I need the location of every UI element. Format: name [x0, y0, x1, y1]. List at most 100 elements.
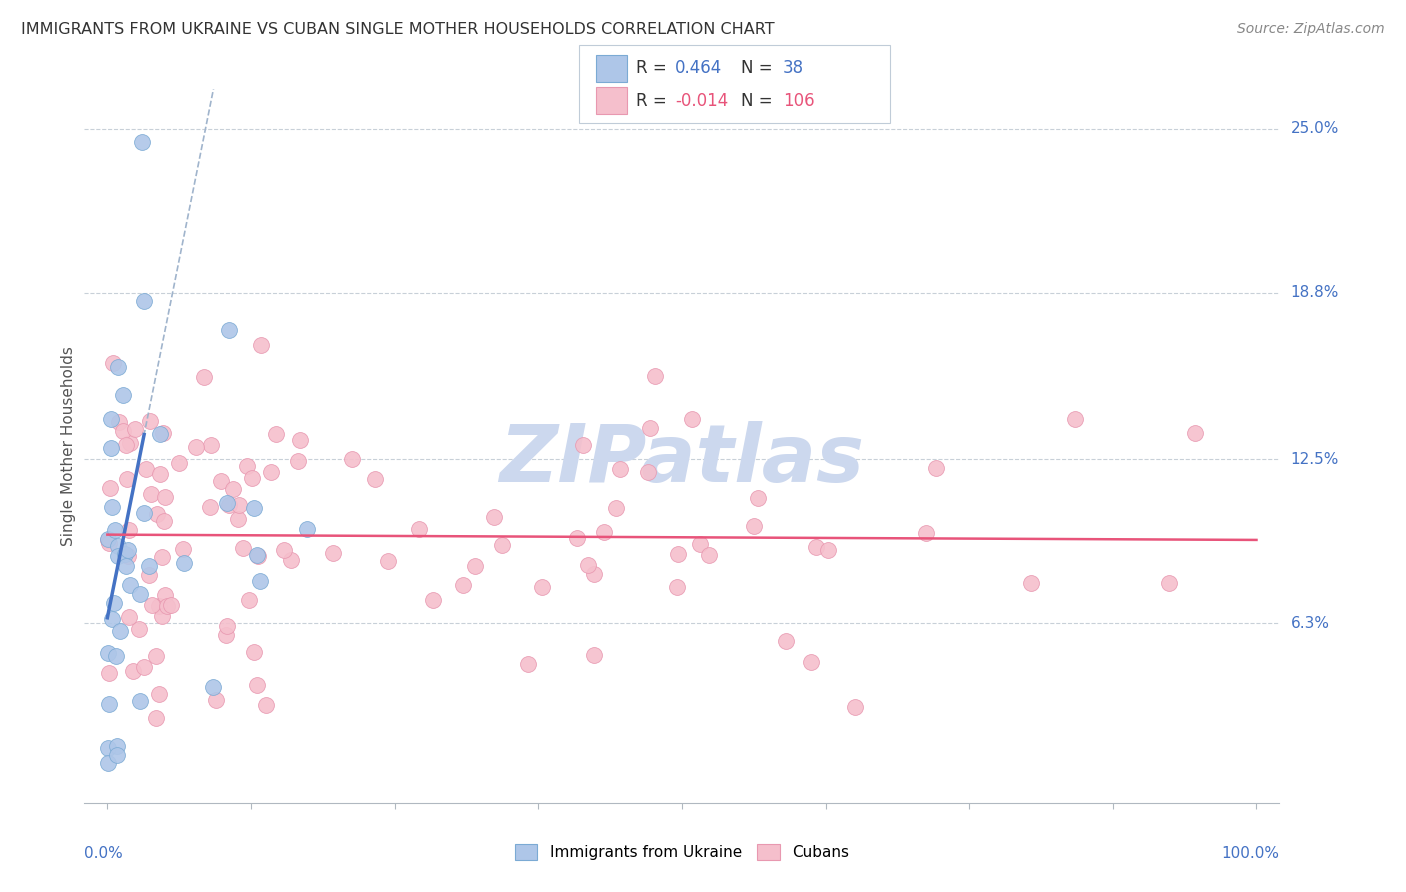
- Point: [464, 558, 486, 573]
- Point: [1064, 412, 1087, 426]
- Text: 25.0%: 25.0%: [1291, 121, 1339, 136]
- Point: [295, 522, 318, 536]
- Point: [582, 566, 605, 581]
- Point: [516, 657, 538, 671]
- Point: [153, 588, 176, 602]
- Legend: Immigrants from Ukraine, Cubans: Immigrants from Ukraine, Cubans: [509, 838, 855, 866]
- Point: [576, 558, 599, 573]
- Point: [117, 524, 139, 538]
- Point: [247, 549, 270, 563]
- Point: [209, 475, 232, 489]
- Point: [148, 599, 170, 614]
- Point: [149, 426, 172, 441]
- Point: [160, 598, 183, 612]
- Point: [565, 531, 588, 545]
- Point: [118, 578, 141, 592]
- Point: [132, 293, 156, 308]
- Point: [609, 461, 631, 475]
- Point: [925, 461, 948, 475]
- Point: [260, 465, 283, 479]
- Point: [145, 508, 167, 522]
- Point: [97, 740, 120, 755]
- Point: [377, 554, 399, 568]
- Point: [139, 487, 162, 501]
- Point: [186, 440, 208, 454]
- Point: [747, 491, 769, 506]
- Point: [240, 471, 263, 485]
- Point: [100, 612, 122, 626]
- Text: ZIPatlas: ZIPatlas: [499, 421, 865, 500]
- Point: [153, 514, 176, 528]
- Point: [138, 568, 160, 582]
- Point: [482, 510, 505, 524]
- Point: [245, 548, 267, 562]
- Text: 0.0%: 0.0%: [84, 846, 124, 861]
- Point: [105, 739, 128, 754]
- Point: [666, 580, 689, 594]
- Text: Source: ZipAtlas.com: Source: ZipAtlas.com: [1237, 22, 1385, 37]
- Point: [193, 369, 215, 384]
- Point: [689, 537, 711, 551]
- Point: [172, 542, 194, 557]
- Point: [205, 693, 228, 707]
- Point: [97, 646, 120, 660]
- Point: [98, 698, 121, 712]
- Point: [97, 533, 120, 547]
- Point: [582, 648, 605, 663]
- Point: [572, 438, 595, 452]
- Point: [156, 599, 179, 613]
- Point: [104, 523, 127, 537]
- Point: [249, 574, 271, 588]
- Point: [107, 539, 129, 553]
- Text: N =: N =: [741, 92, 778, 110]
- Point: [218, 498, 240, 512]
- Y-axis label: Single Mother Households: Single Mother Households: [60, 346, 76, 546]
- Point: [340, 452, 363, 467]
- Point: [149, 467, 172, 482]
- Point: [198, 500, 221, 515]
- Point: [280, 552, 302, 566]
- Point: [322, 546, 344, 560]
- Point: [107, 360, 129, 375]
- Point: [800, 655, 823, 669]
- Point: [202, 680, 225, 694]
- Point: [134, 660, 156, 674]
- Point: [150, 550, 173, 565]
- Point: [118, 610, 141, 624]
- Point: [153, 490, 176, 504]
- Point: [129, 586, 152, 600]
- Text: R =: R =: [636, 59, 672, 77]
- Point: [218, 323, 240, 337]
- Point: [817, 542, 839, 557]
- Point: [117, 542, 139, 557]
- Point: [236, 458, 259, 473]
- Point: [121, 664, 143, 678]
- Text: 18.8%: 18.8%: [1291, 285, 1339, 301]
- Point: [250, 338, 273, 352]
- Point: [363, 472, 385, 486]
- Point: [288, 434, 311, 448]
- Point: [98, 536, 121, 550]
- Point: [264, 427, 287, 442]
- Point: [246, 678, 269, 692]
- Point: [215, 628, 238, 642]
- Point: [254, 698, 277, 713]
- Point: [100, 442, 122, 456]
- Point: [105, 748, 128, 763]
- Text: N =: N =: [741, 59, 778, 77]
- Text: 38: 38: [783, 59, 804, 77]
- Point: [453, 578, 475, 592]
- Point: [217, 619, 239, 633]
- Point: [115, 438, 138, 452]
- Point: [1184, 425, 1206, 440]
- Point: [111, 424, 134, 438]
- Point: [134, 506, 156, 520]
- Point: [804, 540, 827, 554]
- Point: [915, 526, 938, 541]
- Point: [593, 524, 616, 539]
- Point: [238, 593, 260, 607]
- Point: [226, 512, 249, 526]
- Point: [129, 694, 152, 708]
- Point: [145, 648, 167, 663]
- Point: [243, 645, 266, 659]
